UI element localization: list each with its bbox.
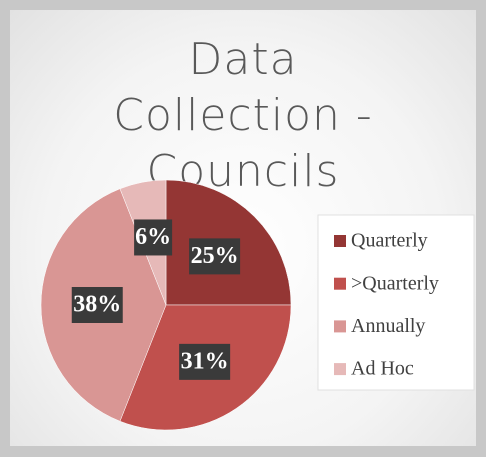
data-label-box bbox=[189, 238, 241, 275]
legend-swatch bbox=[334, 277, 346, 290]
data-label-box bbox=[179, 343, 231, 380]
legend-label: Ad Hoc bbox=[351, 358, 414, 380]
legend-swatch bbox=[334, 235, 346, 247]
data-label-box bbox=[71, 287, 123, 323]
legend-swatch bbox=[334, 320, 346, 333]
data-label-box bbox=[134, 219, 173, 256]
data-label: 25% bbox=[191, 243, 239, 269]
legend-swatch bbox=[334, 363, 346, 376]
data-label: 6% bbox=[135, 224, 171, 250]
legend-label: >Quarterly bbox=[351, 272, 439, 294]
data-label: 38% bbox=[73, 292, 121, 318]
data-label: 31% bbox=[181, 348, 229, 374]
legend-label: Quarterly bbox=[351, 230, 428, 252]
legend-label: Annually bbox=[351, 315, 425, 337]
